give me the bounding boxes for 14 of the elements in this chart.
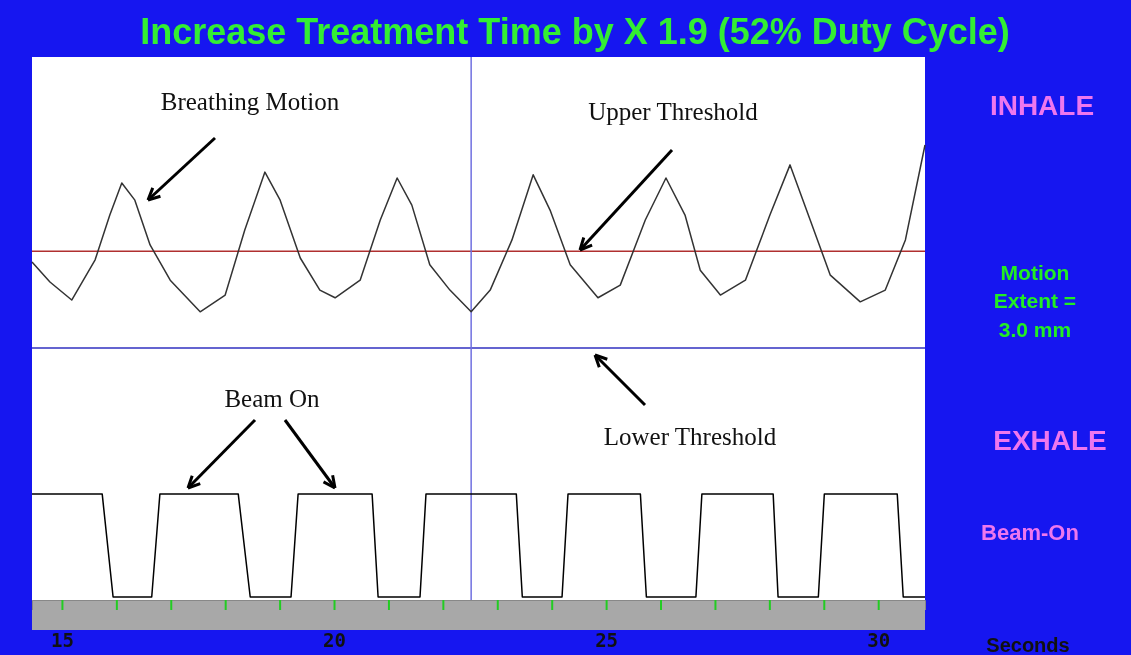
annotation: Lower Threshold — [603, 423, 777, 450]
x-tick-label: 30 — [867, 629, 891, 652]
text: Beam-On — [981, 520, 1079, 545]
text: EXHALE — [993, 425, 1107, 456]
text: Breathing Motion — [160, 88, 340, 115]
text: Motion Extent = 3.0 mm — [993, 261, 1077, 341]
x-tick-label: 15 — [50, 629, 74, 652]
text: INHALE — [989, 90, 1095, 121]
annotation: Beam On — [224, 385, 321, 412]
x-tick-label: 20 — [323, 629, 346, 652]
chart-title: Increase Treatment Time by X 1.9 (52% Duty Cycle) — [140, 11, 1010, 52]
x-axis-title: Seconds — [986, 634, 1070, 655]
text: Upper Threshold — [588, 98, 759, 125]
x-tick-label: 25 — [595, 629, 619, 652]
